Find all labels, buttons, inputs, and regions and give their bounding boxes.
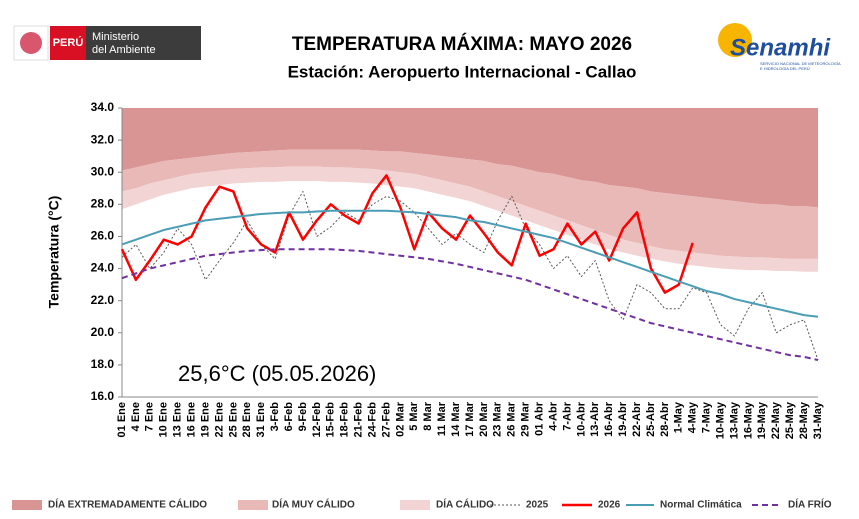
series-line: [120, 174, 694, 294]
logo-country: PERÚ: [53, 36, 84, 49]
series-line: [121, 248, 819, 362]
x-tick-label: 4-May: [687, 401, 699, 433]
x-tick-label: 01 Abr: [534, 401, 546, 436]
x-tick-label: 13-Abr: [589, 401, 601, 437]
legend-label: DÍA FRÍO: [788, 498, 832, 511]
legend: DÍA EXTREMADAMENTE CÁLIDO DÍA MUY CÁLIDO D…: [12, 498, 832, 511]
x-tick-label: 20 Mar: [478, 401, 490, 437]
x-tick-label: 25-May: [784, 401, 796, 439]
legend-label: 2025: [526, 500, 549, 511]
x-tick-label: 27-Feb: [380, 402, 392, 438]
x-tick-label: 23 Mar: [492, 401, 504, 437]
x-tick-label: 25 Ene: [227, 402, 239, 437]
x-tick-label: 19-May: [756, 401, 768, 439]
x-tick-label: 01 Ene: [116, 402, 128, 437]
logo-sun: [718, 23, 752, 57]
x-tick-label: 21-Feb: [353, 402, 365, 438]
x-tick-label: 13-May: [728, 401, 740, 439]
x-tick-label: 26 Mar: [506, 401, 518, 437]
y-tick-label: 30.0: [91, 164, 115, 178]
series-line: [121, 209, 819, 318]
x-tick-label: 28-Abr: [659, 401, 671, 437]
x-tick-label: 7-Abr: [561, 401, 573, 430]
y-tick-label: 32.0: [91, 132, 115, 146]
series-line: [121, 190, 819, 361]
x-tick-label: 17 Mar: [464, 401, 476, 437]
y-tick-label: 34.0: [91, 100, 115, 114]
x-tick-label: 7 Ene: [144, 402, 156, 431]
x-tick-label: 28 Ene: [241, 402, 253, 437]
legend-label: DÍA CÁLIDO: [436, 498, 494, 511]
legend-label: DÍA MUY CÁLIDO: [272, 498, 355, 511]
y-tick-label: 22.0: [91, 293, 115, 307]
annotation: 25,6°C (05.05.2026): [178, 361, 376, 386]
logo-subtitle: E HIDROLOGÍA DEL PERÚ: [760, 66, 810, 71]
x-tick-label: 14 Mar: [450, 401, 462, 437]
x-tick-label: 3-Feb: [269, 402, 281, 432]
y-tick-label: 24.0: [91, 261, 115, 275]
x-tick-label: 9-Feb: [297, 402, 309, 432]
x-tick-label: 31 Ene: [255, 402, 267, 437]
x-tick-label: 1-May: [673, 401, 685, 433]
x-tick-label: 12-Feb: [311, 402, 323, 438]
legend-label: 2026: [598, 500, 621, 511]
x-tick-label: 11 Mar: [436, 401, 448, 436]
plot: 16.0 18.0 20.0 22.0 24.0 26.0 28.0 30.0 32.0 34.0…: [91, 100, 824, 439]
logo-red-box: [50, 26, 86, 60]
x-tick-label: 16 Ene: [186, 402, 198, 437]
x-tick-label: 22 Ene: [213, 402, 225, 437]
logo-right: Senamhi SERVICIO NACIONAL DE METEOROLOGÍ…: [718, 23, 841, 71]
x-tick-label: 16-Abr: [603, 401, 615, 437]
legend-label: DÍA EXTREMADAMENTE CÁLIDO: [48, 498, 207, 511]
logo-left: PERÚ Ministerio del Ambiente: [13, 25, 201, 61]
legend-label: Normal Climática: [660, 500, 742, 511]
chart-subtitle: Estación: Aeropuerto Internacional - Cal…: [288, 62, 637, 81]
legend-swatch: [238, 500, 268, 510]
logo-name: Senamhi: [730, 34, 831, 61]
x-tick-label: 10 Ene: [158, 402, 170, 437]
logo-ministry: del Ambiente: [92, 44, 156, 56]
x-tick-label: 29 Mar: [520, 401, 532, 437]
x-tick-label: 8 Mar: [422, 401, 434, 430]
x-tick-label: 16-May: [742, 401, 754, 439]
legend-swatch: [12, 500, 42, 510]
x-tick-label: 22-May: [770, 401, 782, 439]
x-tick-label: 13 Ene: [172, 402, 184, 437]
x-tick-label: 10-May: [714, 401, 726, 439]
x-tick-label: 24-Feb: [366, 402, 378, 438]
logo-subtitle: SERVICIO NACIONAL DE METEOROLOGÍA: [760, 61, 841, 66]
x-tick-label: 6-Feb: [283, 402, 295, 432]
logo-shield: [20, 32, 42, 54]
band: [122, 149, 818, 259]
legend-swatch: [400, 500, 430, 510]
y-tick-label: 26.0: [91, 229, 115, 243]
x-tick-label: 25-Abr: [645, 401, 657, 437]
x-tick-label: 7-May: [701, 401, 713, 433]
x-tick-label: 31-May: [812, 401, 824, 439]
x-tick-label: 02 Mar: [394, 401, 406, 437]
band: [122, 108, 818, 208]
x-tick-label: 5 Mar: [408, 401, 420, 430]
logo-grey-box: [86, 26, 201, 60]
y-tick-label: 20.0: [91, 325, 115, 339]
logo-ministry: Ministerio: [92, 31, 139, 43]
x-tick-label: 19-Abr: [617, 401, 629, 437]
chart-title: TEMPERATURA MÁXIMA: MAYO 2026: [292, 33, 632, 55]
y-tick-label: 18.0: [91, 357, 115, 371]
x-tick-label: 15-Feb: [325, 402, 337, 438]
x-tick-label: 22-Abr: [631, 401, 643, 437]
y-axis-label: Temperatura (°C): [46, 196, 62, 309]
x-tick-label: 10-Abr: [575, 401, 587, 437]
y-tick-label: 16.0: [91, 389, 115, 403]
x-tick-label: 18-Feb: [339, 402, 351, 438]
x-tick-label: 19 Ene: [199, 402, 211, 437]
y-tick-label: 28.0: [91, 197, 115, 211]
x-tick-label: 4 Ene: [130, 402, 142, 431]
x-tick-label: 28-May: [798, 401, 810, 439]
x-tick-label: 4-Abr: [547, 401, 559, 430]
